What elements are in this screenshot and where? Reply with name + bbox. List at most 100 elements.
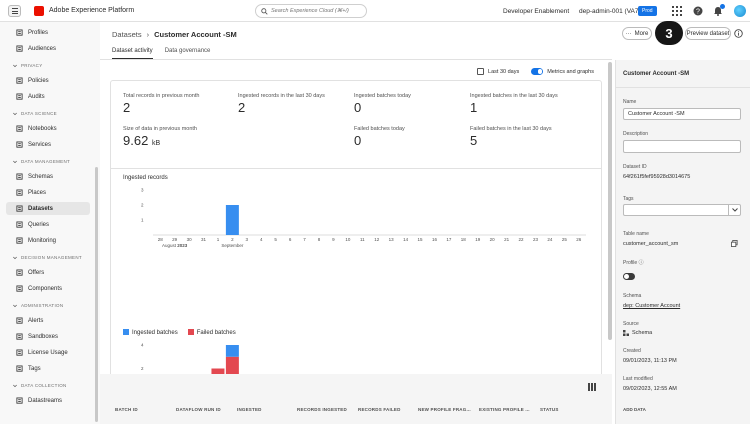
- sidebar-item-alerts[interactable]: Alerts: [6, 314, 90, 327]
- legend-item-ingested[interactable]: Ingested batches: [123, 329, 178, 336]
- stat-total-records: Total records in previous month 2: [123, 93, 199, 115]
- name-field[interactable]: [623, 108, 741, 120]
- sidebar-section-decision-management[interactable]: DECISION MANAGEMENT: [13, 255, 82, 260]
- column-header[interactable]: STATUS: [540, 407, 559, 412]
- sidebar-scrollbar[interactable]: [95, 167, 98, 422]
- sidebar-item-tags[interactable]: Tags: [6, 362, 90, 375]
- source-label: Source: [623, 321, 639, 327]
- help-icon[interactable]: ?: [693, 6, 703, 16]
- sidebar-item-profiles[interactable]: Profiles: [6, 26, 90, 39]
- sidebar-item-offers[interactable]: Offers: [6, 266, 90, 279]
- sidebar-item-sandboxes[interactable]: Sandboxes: [6, 330, 90, 343]
- column-header[interactable]: EXISTING PROFILE ...: [479, 407, 530, 412]
- sidebar-item-notebooks[interactable]: Notebooks: [6, 122, 90, 135]
- sidebar-item-policies[interactable]: Policies: [6, 74, 90, 87]
- sidebar-item-services[interactable]: Services: [6, 138, 90, 151]
- legend-label: Ingested batches: [132, 330, 178, 336]
- sidebar-item-datasets[interactable]: Datasets: [6, 202, 90, 215]
- profile-info-icon[interactable]: ⓘ: [638, 260, 644, 266]
- sidebar-item-license-usage[interactable]: License Usage: [6, 346, 90, 359]
- top-bar: Adobe Experience Platform Developer Enab…: [0, 0, 750, 22]
- calendar-icon[interactable]: [477, 68, 485, 75]
- user-avatar[interactable]: [734, 5, 746, 17]
- column-header[interactable]: RECORDS INGESTED: [297, 407, 347, 412]
- x-tick-label: 17: [446, 237, 452, 242]
- sidebar-item-datastreams[interactable]: Datastreams: [6, 394, 90, 407]
- name-label: Name: [623, 99, 637, 105]
- legend-item-failed[interactable]: Failed batches: [187, 329, 236, 336]
- schema-link[interactable]: dep: Customer Account: [623, 303, 681, 309]
- column-header[interactable]: NEW PROFILE FRAG...: [418, 407, 471, 412]
- stat-value: 9.62 kB: [123, 133, 161, 148]
- offers-icon: [16, 269, 23, 276]
- x-tick-label: 26: [576, 237, 582, 242]
- places-icon: [16, 189, 23, 196]
- sandbox-switcher[interactable]: dep-admin-001 (VA7): [579, 8, 641, 15]
- tab-dataset-activity[interactable]: Dataset activity: [112, 48, 153, 59]
- search-input[interactable]: [271, 8, 366, 14]
- sidebar-item-components[interactable]: Components: [6, 282, 90, 295]
- preview-dataset-button[interactable]: Preview dataset: [685, 27, 731, 40]
- sidebar-item-schemas[interactable]: Schemas: [6, 170, 90, 183]
- sidebar-item-audits[interactable]: Audits: [6, 90, 90, 103]
- metrics-toggle[interactable]: [531, 68, 544, 75]
- stat-ingested-records: Ingested records in the last 30 days 2: [238, 93, 325, 115]
- more-button[interactable]: ··· More: [622, 27, 652, 40]
- x-tick-label: 25: [562, 237, 568, 242]
- x-tick-label: 31: [201, 237, 207, 242]
- sidebar-section-administration[interactable]: ADMINISTRATION: [13, 303, 63, 308]
- breadcrumb-parent[interactable]: Datasets: [112, 30, 142, 39]
- license-icon: [16, 349, 23, 356]
- profiles-icon: [16, 29, 23, 36]
- notifications-bell-icon[interactable]: [713, 6, 723, 16]
- menu-toggle-icon[interactable]: [8, 5, 21, 17]
- apps-grid-icon[interactable]: [672, 6, 682, 16]
- tags-combobox[interactable]: [623, 204, 741, 216]
- stat-label: Failed batches in the last 30 days: [470, 126, 552, 132]
- search-bar[interactable]: [255, 4, 367, 18]
- sidebar-item-audiences[interactable]: Audiences: [6, 42, 90, 55]
- y-tick-label: 2: [141, 366, 144, 371]
- sidebar-item-queries[interactable]: Queries: [6, 218, 90, 231]
- panel-divider: [616, 87, 750, 88]
- main-scrollbar[interactable]: [608, 62, 612, 340]
- x-tick-label: 2: [231, 237, 234, 242]
- stat-label: Total records in previous month: [123, 93, 200, 99]
- chevron-down-icon: [13, 384, 17, 387]
- column-header[interactable]: BATCH ID: [115, 407, 138, 412]
- chevron-down-icon[interactable]: [728, 205, 740, 215]
- schema-label: Schema: [623, 293, 642, 299]
- sidebar-section-privacy[interactable]: PRIVACY: [13, 63, 43, 68]
- source-text: Schema: [632, 330, 653, 336]
- components-icon: [16, 285, 23, 292]
- modified-label: Last modified: [623, 376, 653, 382]
- created-value: 09/01/2023, 11:13 PM: [623, 358, 677, 364]
- sidebar-item-label: Audiences: [28, 45, 57, 52]
- sidebar-item-monitoring[interactable]: Monitoring: [6, 234, 90, 247]
- y-tick-label: 3: [141, 188, 144, 193]
- sidebar-item-places[interactable]: Places: [6, 186, 90, 199]
- tab-bar: Dataset activity Data governance: [112, 48, 210, 59]
- info-icon[interactable]: [734, 29, 743, 38]
- bar-mark[interactable]: [225, 345, 239, 357]
- column-settings-icon[interactable]: [588, 383, 596, 391]
- search-icon: [261, 7, 268, 15]
- description-field[interactable]: [623, 140, 741, 153]
- column-header[interactable]: INGESTED: [237, 407, 262, 412]
- sidebar-section-data-collection[interactable]: DATA COLLECTION: [13, 383, 67, 388]
- column-header[interactable]: RECORDS FAILED: [358, 407, 401, 412]
- x-tick-label: 14: [403, 237, 409, 242]
- bar-mark[interactable]: [225, 205, 239, 235]
- sidebar-section-data-science[interactable]: DATA SCIENCE: [13, 111, 57, 116]
- tab-data-governance[interactable]: Data governance: [164, 48, 211, 54]
- profile-toggle[interactable]: [623, 273, 635, 280]
- svg-text:?: ?: [696, 9, 700, 16]
- x-tick-label: 16: [432, 237, 438, 242]
- column-header[interactable]: DATAFLOW RUN ID: [176, 407, 221, 412]
- date-range-label[interactable]: Last 30 days: [488, 68, 520, 75]
- source-value: Schema: [623, 330, 652, 336]
- org-switcher[interactable]: Developer Enablement: [503, 8, 570, 15]
- chevron-down-icon: [13, 256, 17, 259]
- sidebar-section-data-management[interactable]: DATA MANAGEMENT: [13, 159, 70, 164]
- copy-icon[interactable]: [731, 240, 738, 247]
